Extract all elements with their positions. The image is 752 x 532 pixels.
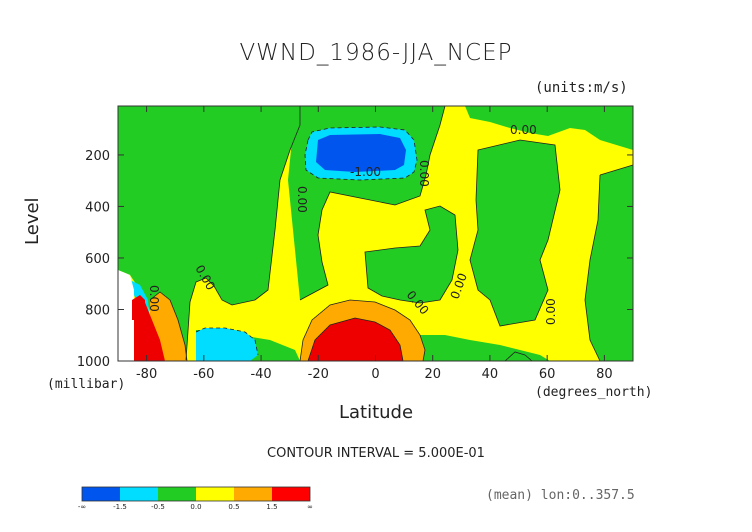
- x-tick-label: 40: [482, 367, 499, 382]
- colorbar-swatch: [196, 487, 234, 501]
- x-tick-label: -80: [136, 367, 157, 382]
- contour-label: 0.00: [510, 123, 537, 137]
- contour-line-zero-5: [584, 164, 634, 362]
- y-axis-ticks: 200 400 600 800 1000: [77, 149, 633, 370]
- contour-label: -1.00: [350, 165, 381, 179]
- contour-label: 0.00: [147, 285, 161, 312]
- contour-line-pos-right: [504, 351, 533, 362]
- colorbar-frame: [81, 486, 311, 502]
- x-tick-label: -20: [308, 367, 329, 382]
- contour-interval-label: CONTOUR INTERVAL = 5.000E-01: [267, 446, 485, 461]
- colorbar-swatch: [234, 487, 272, 501]
- x-tick-label: -40: [250, 367, 271, 382]
- colorbar-label: 0.0: [190, 503, 201, 511]
- colorbar: -∞ -1.5 -0.5 0.0 0.5 1.5 ∞: [78, 486, 313, 511]
- contour-label: 0.00: [417, 160, 431, 187]
- y-tick-label: 600: [85, 252, 110, 267]
- red-region-antarctic-top: [132, 295, 145, 320]
- red-region-surface: [308, 318, 403, 361]
- contour-line-zero-3: [469, 139, 561, 327]
- x-tick-label: 60: [539, 367, 556, 382]
- chart-title: VWND_1986-JJA_NCEP: [239, 40, 513, 66]
- x-axis-unit: (degrees_north): [535, 385, 653, 400]
- contour-line-neg1: [304, 126, 418, 181]
- x-tick-label: 0: [371, 367, 379, 382]
- x-tick-label: 80: [596, 367, 613, 382]
- colorbar-swatch: [272, 487, 310, 501]
- green-region-left-edge: [118, 200, 140, 275]
- contour-line-pos-surface-2: [307, 317, 404, 362]
- colorbar-label: -∞: [78, 503, 86, 511]
- x-axis-label: Latitude: [338, 402, 414, 423]
- y-axis-unit: (millibar): [47, 377, 126, 392]
- contour-line-neg-southern: [195, 327, 259, 356]
- green-region-right-top: [465, 106, 633, 150]
- colorbar-label: -0.5: [151, 503, 165, 511]
- colorbar-label: ∞: [307, 503, 313, 511]
- units-label: (units:m/s): [535, 80, 628, 96]
- x-axis-ticks: -80 -60 -40 -20 0 20 40 60 80: [136, 106, 613, 382]
- blue-region-upper: [316, 134, 406, 172]
- white-masked-region: [118, 270, 134, 361]
- contour-label: 0.00: [544, 298, 558, 325]
- colorbar-swatch: [82, 487, 120, 501]
- y-tick-label: 400: [85, 200, 110, 215]
- plot-area: [117, 105, 634, 362]
- green-region-right-middle: [470, 140, 560, 326]
- contour-line-zero-1: [185, 106, 301, 361]
- colorbar-swatch: [158, 487, 196, 501]
- y-tick-label: 200: [85, 149, 110, 164]
- x-tick-label: -60: [193, 367, 214, 382]
- green-region-right-lower: [585, 165, 633, 361]
- contour-line-zero-2: [299, 105, 446, 301]
- green-region-surface-right: [420, 335, 550, 361]
- contour-lines: [149, 105, 634, 362]
- contour-labels: 0.00 -1.00 0.00 0.00 0.00 0.00 0.00 0.00…: [147, 123, 558, 325]
- contour-line-zero-4: [364, 205, 459, 304]
- contour-line-pos-surface-1: [299, 299, 426, 362]
- contour-line-pos-antarctic: [149, 291, 188, 362]
- colorbar-label: 0.5: [228, 503, 239, 511]
- mean-info-label: (mean) lon:0..357.5: [486, 488, 635, 503]
- x-tick-label: 20: [424, 367, 441, 382]
- colorbar-label: 1.5: [266, 503, 277, 511]
- contour-label: 0.00: [295, 186, 309, 213]
- colorbar-label: -1.5: [113, 503, 127, 511]
- y-tick-label: 1000: [77, 355, 110, 370]
- green-region-mid-lower: [365, 206, 458, 303]
- y-tick-label: 800: [85, 303, 110, 318]
- cyan-region-southern-lowlevel: [196, 328, 258, 361]
- colorbar-swatch: [120, 487, 158, 501]
